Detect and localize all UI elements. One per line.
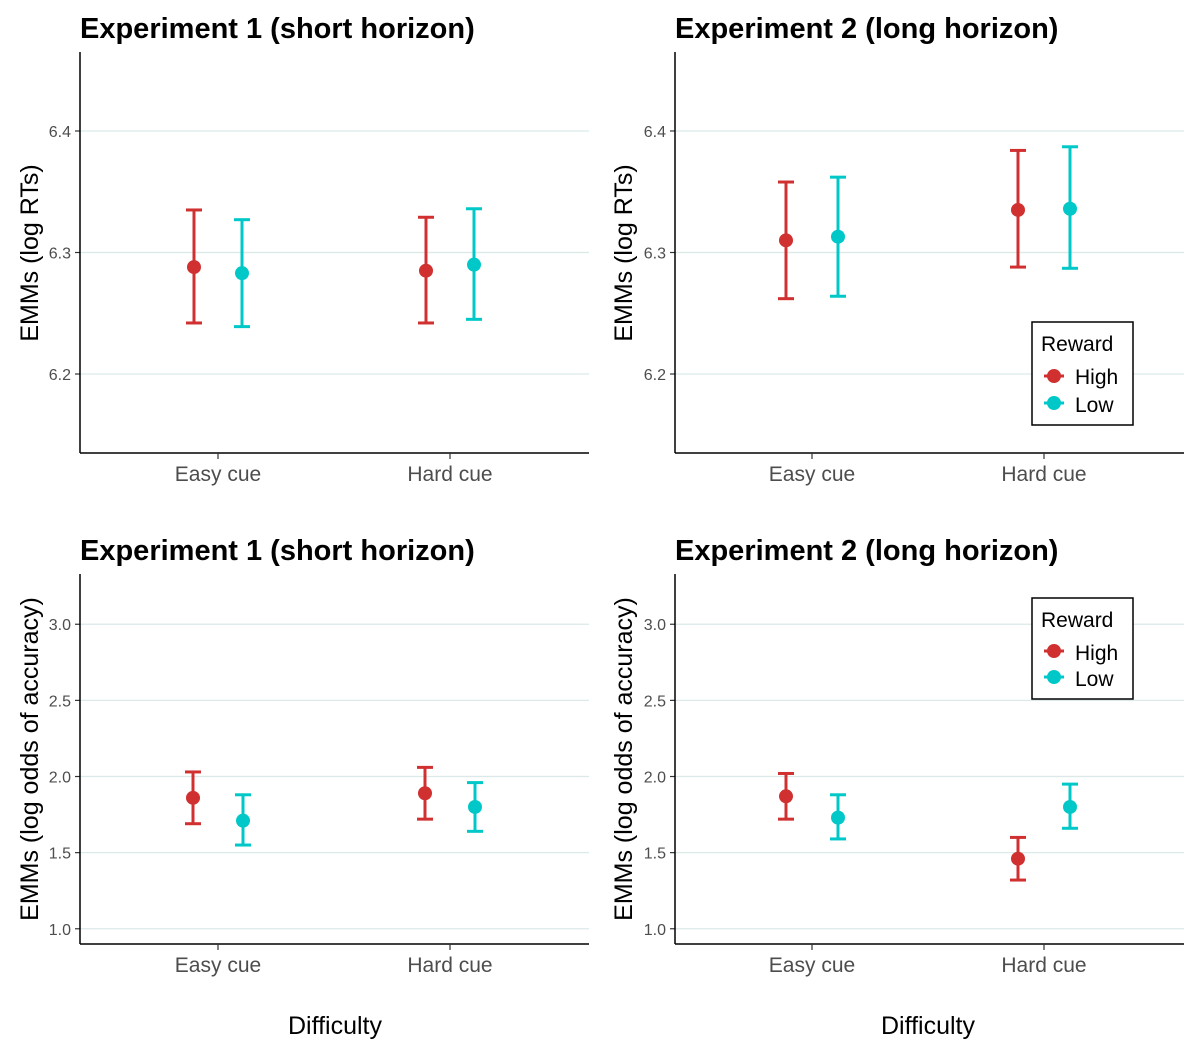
point-high — [779, 233, 793, 248]
panel-exp2-rt: Experiment 2 (long horizon) EMMs (log RT… — [610, 13, 1184, 486]
point-high — [186, 790, 200, 805]
y-tick-label: 3.0 — [644, 617, 666, 634]
x-axis-label-left: Difficulty — [288, 1012, 383, 1040]
legend-title: Reward — [1041, 333, 1113, 356]
legend-key-dot — [1047, 644, 1061, 658]
y-tick-label: 1.0 — [49, 922, 71, 939]
x-tick-label: Easy cue — [769, 463, 855, 486]
legend-entry-high: High — [1044, 642, 1118, 665]
y-tick-label: 6.4 — [49, 124, 71, 141]
y-tick-label: 6.2 — [644, 367, 666, 384]
point-low — [235, 266, 249, 281]
x-axis-label-right: Difficulty — [881, 1012, 976, 1040]
y-axis-label: EMMs (log RTs) — [16, 164, 44, 341]
legend-label: High — [1075, 642, 1118, 665]
x-tick-label: Easy cue — [175, 463, 261, 486]
y-tick-label: 6.3 — [644, 246, 666, 263]
legend-label: High — [1075, 366, 1118, 389]
y-tick-label: 2.0 — [644, 770, 666, 787]
y-tick-label: 1.5 — [49, 846, 71, 863]
legend-entry-high: High — [1044, 366, 1118, 389]
y-tick-label: 6.2 — [49, 367, 71, 384]
y-tick-label: 2.5 — [644, 693, 666, 710]
y-tick-label: 2.0 — [49, 770, 71, 787]
legend-key-dot — [1047, 396, 1061, 410]
point-low — [236, 813, 250, 828]
point-low — [468, 799, 482, 814]
point-low — [831, 229, 845, 244]
point-low — [1063, 799, 1077, 814]
legend-entry-low: Low — [1044, 394, 1114, 417]
point-high — [418, 786, 432, 801]
y-tick-label: 1.5 — [644, 846, 666, 863]
y-tick-label: 6.3 — [49, 246, 71, 263]
legend: Reward High Low — [1031, 321, 1134, 426]
point-low — [467, 257, 481, 272]
legend-entry-low: Low — [1044, 668, 1114, 691]
point-high — [1011, 851, 1025, 866]
y-tick-label: 3.0 — [49, 617, 71, 634]
y-axis-label: EMMs (log odds of accuracy) — [16, 597, 44, 921]
panel-exp1-accuracy: Experiment 1 (short horizon) EMMs (log o… — [16, 535, 589, 977]
legend: Reward High Low — [1031, 597, 1134, 700]
legend-key-dot — [1047, 670, 1061, 684]
legend-label: Low — [1075, 394, 1114, 417]
panel-exp1-rt: Experiment 1 (short horizon) EMMs (log R… — [16, 13, 589, 486]
x-tick-label: Hard cue — [1001, 463, 1086, 486]
x-tick-label: Hard cue — [1001, 954, 1086, 977]
panel-title: Experiment 2 (long horizon) — [675, 13, 1058, 45]
point-low — [831, 810, 845, 825]
x-tick-label: Hard cue — [407, 954, 492, 977]
panel-title: Experiment 1 (short horizon) — [80, 535, 475, 567]
point-high — [1011, 202, 1025, 217]
x-tick-label: Easy cue — [175, 954, 261, 977]
legend-key-dot — [1047, 369, 1061, 383]
point-high — [419, 263, 433, 278]
y-tick-label: 1.0 — [644, 922, 666, 939]
y-axis-label: EMMs (log odds of accuracy) — [610, 597, 638, 921]
x-tick-label: Easy cue — [769, 954, 855, 977]
point-low — [1063, 201, 1077, 216]
legend-title: Reward — [1041, 609, 1113, 632]
panel-title: Experiment 1 (short horizon) — [80, 13, 475, 45]
point-high — [779, 789, 793, 804]
point-high — [187, 260, 201, 275]
panel-exp2-accuracy: Experiment 2 (long horizon) EMMs (log od… — [610, 535, 1184, 977]
y-tick-label: 2.5 — [49, 693, 71, 710]
y-tick-label: 6.4 — [644, 124, 666, 141]
panel-title: Experiment 2 (long horizon) — [675, 535, 1058, 567]
legend-label: Low — [1075, 668, 1114, 691]
x-tick-label: Hard cue — [407, 463, 492, 486]
y-axis-label: EMMs (log RTs) — [610, 164, 638, 341]
